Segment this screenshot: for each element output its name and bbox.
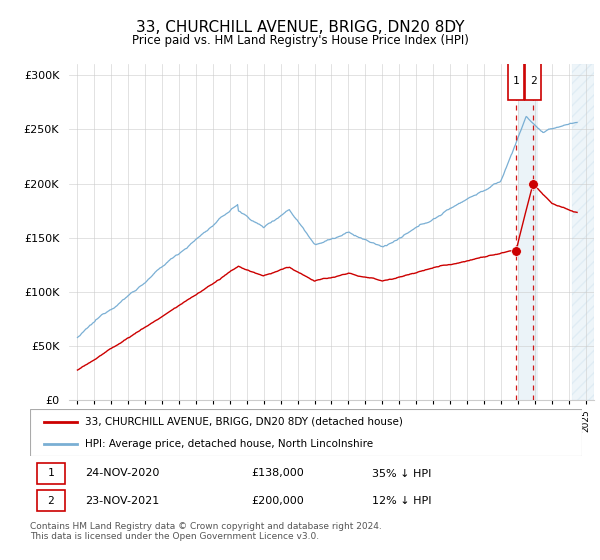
Text: 24-NOV-2020: 24-NOV-2020 (85, 469, 160, 478)
Text: Price paid vs. HM Land Registry's House Price Index (HPI): Price paid vs. HM Land Registry's House … (131, 34, 469, 46)
Text: 35% ↓ HPI: 35% ↓ HPI (372, 469, 431, 478)
Text: 33, CHURCHILL AVENUE, BRIGG, DN20 8DY (detached house): 33, CHURCHILL AVENUE, BRIGG, DN20 8DY (d… (85, 417, 403, 427)
FancyBboxPatch shape (37, 491, 65, 511)
Text: 2: 2 (530, 76, 536, 86)
Text: 33, CHURCHILL AVENUE, BRIGG, DN20 8DY: 33, CHURCHILL AVENUE, BRIGG, DN20 8DY (136, 20, 464, 35)
FancyBboxPatch shape (37, 463, 65, 484)
Text: 1: 1 (47, 469, 55, 478)
Bar (518, 64, 538, 400)
Text: HPI: Average price, detached house, North Lincolnshire: HPI: Average price, detached house, Nort… (85, 438, 373, 449)
Text: £138,000: £138,000 (251, 469, 304, 478)
FancyBboxPatch shape (508, 61, 524, 100)
Text: Contains HM Land Registry data © Crown copyright and database right 2024.
This d: Contains HM Land Registry data © Crown c… (30, 522, 382, 542)
FancyBboxPatch shape (526, 61, 541, 100)
Text: 2: 2 (47, 496, 55, 506)
Text: 1: 1 (513, 76, 520, 86)
Bar (572, 64, 594, 400)
FancyBboxPatch shape (30, 409, 582, 456)
Text: £200,000: £200,000 (251, 496, 304, 506)
Text: 12% ↓ HPI: 12% ↓ HPI (372, 496, 432, 506)
Text: 23-NOV-2021: 23-NOV-2021 (85, 496, 160, 506)
